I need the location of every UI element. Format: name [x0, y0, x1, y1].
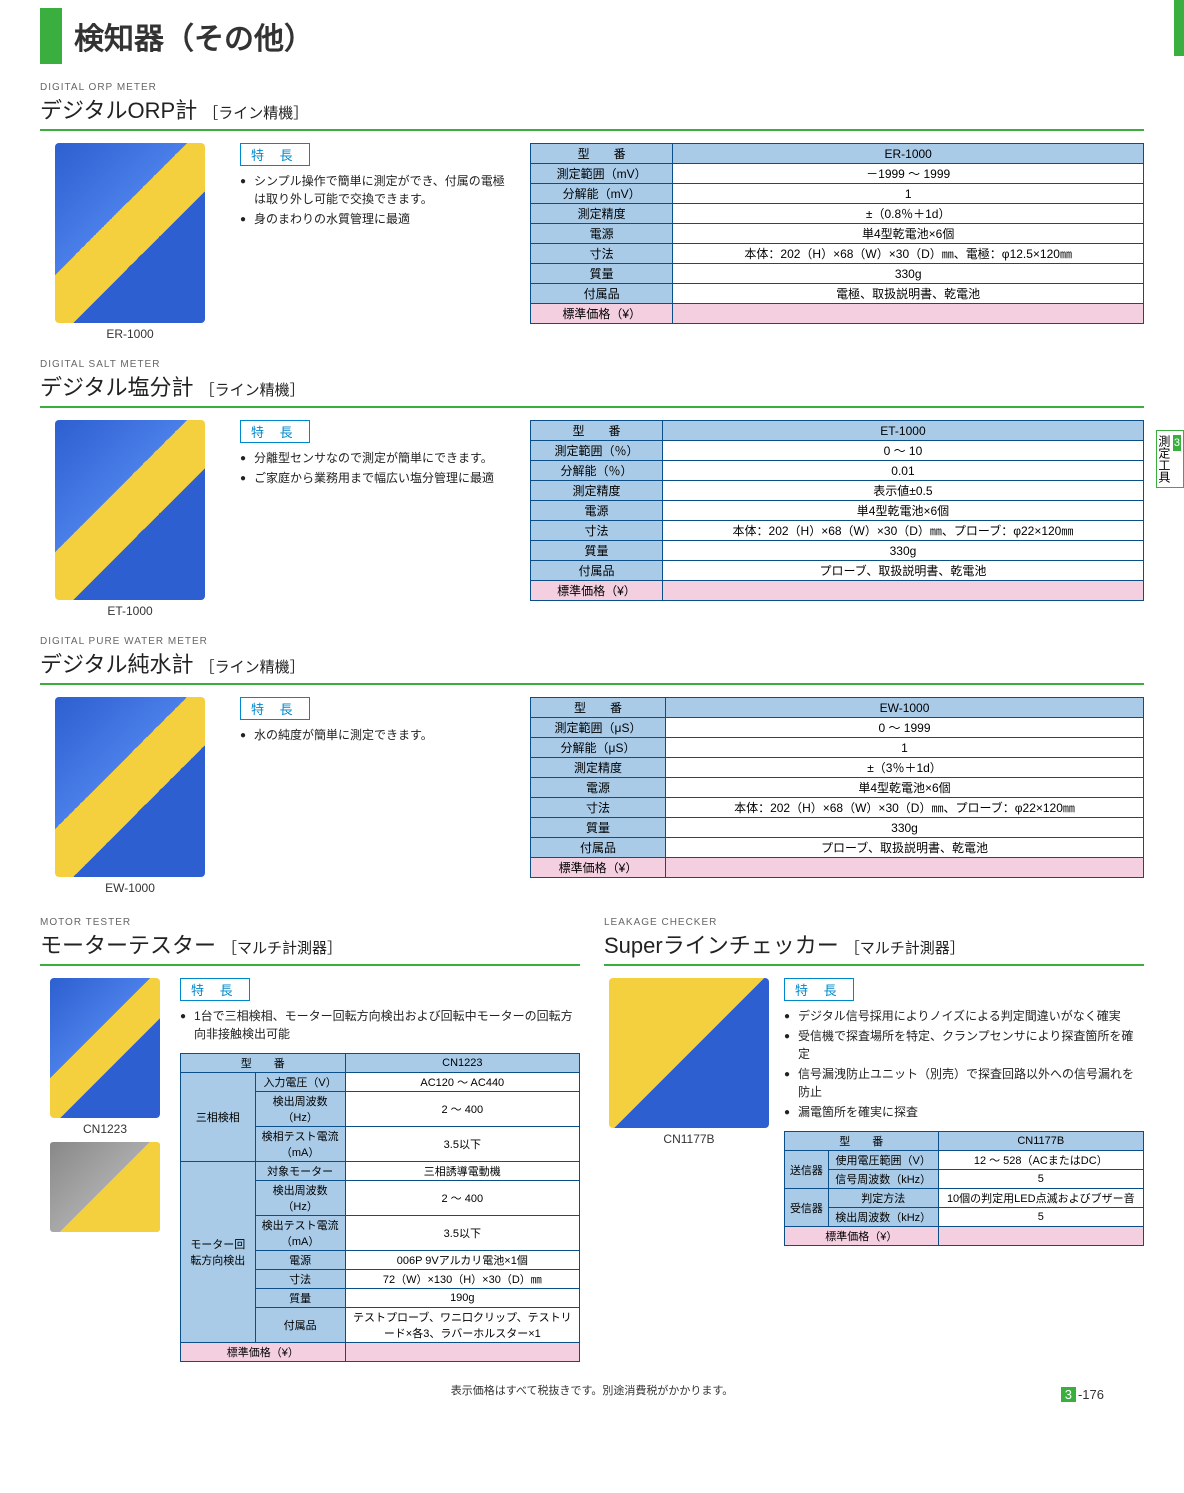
product-image — [609, 978, 769, 1128]
section-brand: ［マルチ計測器］ — [845, 937, 965, 958]
section-title: Superラインチェッカー — [604, 928, 839, 960]
features-list: デジタル信号採用によりノイズによる判定間違いがなく確実 受信機で探査場所を特定、… — [784, 1007, 1144, 1121]
section-brand: ［ライン精機］ — [200, 656, 305, 677]
page-number: 3-176 — [1061, 1387, 1104, 1402]
section-en: DIGITAL SALT METER — [40, 359, 1144, 370]
footer-note: 表示価格はすべて税抜きです。別途消費税がかかります。 — [451, 1385, 734, 1397]
feature-item: シンプル操作で簡単に測定ができ、付属の電極は取り外し可能で交換できます。 — [240, 172, 510, 208]
product-image — [55, 697, 205, 877]
feature-item: 1台で三相検相、モーター回転方向検出および回転中モーターの回転方向非接触検出可能 — [180, 1007, 580, 1043]
features-heading: 特 長 — [180, 978, 250, 1001]
spec-table: 型 番CN1223 三相検相入力電圧（V）AC120 ～ AC440 検出周波数… — [180, 1053, 580, 1362]
features-heading: 特 長 — [240, 697, 310, 720]
product-image-label: ER-1000 — [40, 327, 220, 341]
spec-table: 型 番CN1177B 送信器使用電圧範囲（V）12 ～ 528（ACまたはDC）… — [784, 1131, 1144, 1246]
section-title: デジタル純水計 — [40, 647, 194, 679]
product-image — [50, 978, 160, 1118]
features-list: 水の純度が簡単に測定できます。 — [240, 726, 510, 744]
spec-table: 型 番ER-1000 測定範囲（mV）－1999 ～ 1999 分解能（mV）1… — [530, 143, 1144, 324]
spec-header-label: 型 番 — [531, 144, 673, 164]
section-title: デジタル塩分計 — [40, 370, 194, 402]
product-image — [55, 420, 205, 600]
header-accent-right — [1174, 0, 1184, 56]
product-image-label: CN1177B — [604, 1132, 774, 1146]
section-orp: DIGITAL ORP METER デジタルORP計 ［ライン精機］ ER-10… — [40, 82, 1144, 341]
features-list: 1台で三相検相、モーター回転方向検出および回転中モーターの回転方向非接触検出可能 — [180, 1007, 580, 1043]
features-list: 分離型センサなので測定が簡単にできます。 ご家庭から業務用まで幅広い塩分管理に最… — [240, 449, 510, 487]
product-image-secondary — [50, 1142, 160, 1232]
product-image-label: EW-1000 — [40, 881, 220, 895]
features-heading: 特 長 — [240, 143, 310, 166]
page-header: 検知器（その他） — [40, 8, 1144, 64]
section-salt: DIGITAL SALT METER デジタル塩分計 ［ライン精機］ ET-10… — [40, 359, 1144, 618]
spec-table: 型 番ET-1000 測定範囲（％）0 ～ 10 分解能（％）0.01 測定精度… — [530, 420, 1144, 601]
section-brand: ［ライン精機］ — [203, 102, 308, 123]
feature-item: 信号漏洩防止ユニット（別売）で探査回路以外への信号漏れを防止 — [784, 1065, 1144, 1101]
section-en: DIGITAL PURE WATER METER — [40, 636, 1144, 647]
section-leakage: LEAKAGE CHECKER Superラインチェッカー ［マルチ計測器］ C… — [604, 917, 1144, 1362]
features-heading: 特 長 — [784, 978, 854, 1001]
section-motor: MOTOR TESTER モーターテスター ［マルチ計測器］ CN1223 特 … — [40, 917, 580, 1362]
section-title: デジタルORP計 — [40, 93, 197, 125]
features-heading: 特 長 — [240, 420, 310, 443]
feature-item: 身のまわりの水質管理に最適 — [240, 210, 510, 228]
feature-item: デジタル信号採用によりノイズによる判定間違いがなく確実 — [784, 1007, 1144, 1025]
section-en: DIGITAL ORP METER — [40, 82, 1144, 93]
side-tab-num: 3 — [1173, 435, 1181, 451]
side-tab: 3 測定工具 — [1156, 430, 1184, 488]
feature-item: 水の純度が簡単に測定できます。 — [240, 726, 510, 744]
price-label: 標準価格（¥） — [531, 304, 673, 324]
features-list: シンプル操作で簡単に測定ができ、付属の電極は取り外し可能で交換できます。 身のま… — [240, 172, 510, 228]
section-brand: ［マルチ計測器］ — [222, 937, 342, 958]
section-en: LEAKAGE CHECKER — [604, 917, 1144, 928]
feature-item: 分離型センサなので測定が簡単にできます。 — [240, 449, 510, 467]
product-image-label: CN1223 — [40, 1122, 170, 1136]
feature-item: 受信機で探査場所を特定、クランプセンサにより探査箇所を確定 — [784, 1027, 1144, 1063]
section-brand: ［ライン精機］ — [200, 379, 305, 400]
section-title: モーターテスター — [40, 928, 216, 960]
product-image — [55, 143, 205, 323]
feature-item: ご家庭から業務用まで幅広い塩分管理に最適 — [240, 469, 510, 487]
page-footer: 表示価格はすべて税抜きです。別途消費税がかかります。 3-176 — [40, 1382, 1144, 1408]
page-title: 検知器（その他） — [74, 14, 314, 58]
spec-table: 型 番EW-1000 測定範囲（μS）0 ～ 1999 分解能（μS）1 測定精… — [530, 697, 1144, 878]
section-pure: DIGITAL PURE WATER METER デジタル純水計 ［ライン精機］… — [40, 636, 1144, 895]
header-accent — [40, 8, 62, 64]
side-tab-label: 測定工具 — [1157, 435, 1171, 483]
product-image-label: ET-1000 — [40, 604, 220, 618]
feature-item: 漏電箇所を確実に探査 — [784, 1103, 1144, 1121]
section-en: MOTOR TESTER — [40, 917, 580, 928]
spec-model: ER-1000 — [673, 144, 1144, 164]
